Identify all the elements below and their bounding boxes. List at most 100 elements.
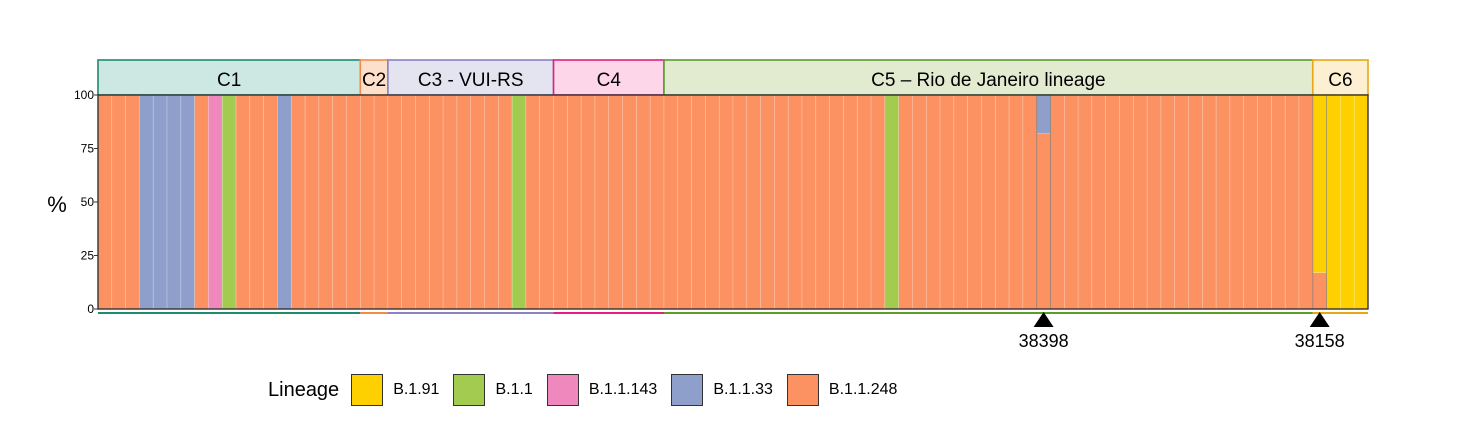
bar-segment	[180, 94, 195, 310]
bar-segment	[346, 94, 361, 310]
bar-segment	[677, 94, 692, 310]
bar-segment	[994, 94, 1010, 310]
cluster-label-0: C1	[217, 70, 241, 91]
bar-segment	[787, 94, 803, 310]
bar-segment	[705, 94, 720, 310]
legend-item: B.1.1	[453, 374, 533, 406]
bar-segment	[1091, 94, 1107, 310]
bar-segment	[1326, 94, 1341, 310]
marker-label: 38398	[1019, 331, 1069, 351]
y-axis-label: %	[47, 192, 67, 217]
legend-label: B.1.1.248	[828, 381, 898, 398]
bar-segment	[801, 94, 817, 310]
bar-segment	[981, 94, 996, 310]
cluster-label-3: C4	[597, 70, 622, 91]
cluster-box-0	[97, 59, 362, 96]
bar-segment	[1119, 94, 1134, 310]
bar-segment	[1036, 133, 1051, 310]
bar-segment	[359, 94, 375, 310]
bar-segment	[718, 94, 734, 310]
legend-item: B.1.1.143	[546, 374, 658, 406]
bar-segment	[884, 94, 899, 310]
bar-segment	[1298, 94, 1314, 310]
cluster-label-2: C3 - VUI-RS	[418, 70, 524, 91]
bar-segment	[1215, 94, 1231, 310]
cluster-box-4	[663, 59, 1314, 96]
bar-segment	[539, 94, 554, 310]
bar-segment	[1188, 94, 1203, 310]
legend-item: B.1.1.33	[671, 374, 773, 406]
bar-segment	[332, 94, 347, 310]
bar-segment	[290, 94, 306, 310]
y-tick-label: 75	[81, 142, 95, 156]
bar-segment	[953, 94, 968, 310]
cluster-label-5: C6	[1328, 70, 1352, 91]
bar-segment	[125, 94, 140, 310]
lineage-stacked-bar-chart: C1 C2 C3 - VUI-RS C4 C5 – Rio de Janeiro lin…	[47, 59, 1369, 351]
bar-segment	[1312, 272, 1327, 310]
sample-markers: 38398 38158	[1019, 312, 1345, 351]
bar-segment	[649, 94, 665, 310]
bar-area	[97, 94, 1369, 310]
bar-segment	[387, 94, 402, 310]
bar-segment	[249, 94, 264, 310]
bar-segment	[429, 94, 444, 310]
bar-segment	[1146, 94, 1162, 310]
bar-segment	[856, 94, 872, 310]
marker-label: 38158	[1295, 331, 1345, 351]
legend-label: B.1.1	[495, 381, 533, 398]
bar-segment	[898, 94, 913, 310]
bar-segment	[580, 94, 596, 310]
bar-segment	[401, 94, 416, 310]
bar-segment	[318, 94, 333, 310]
bar-segment	[815, 94, 830, 310]
y-axis: % 0 25 50 75 100	[47, 88, 98, 316]
bar-segment	[525, 94, 541, 310]
legend-swatch	[351, 374, 384, 406]
bar-segment	[732, 94, 748, 310]
bar-segment	[470, 94, 485, 310]
bar-segment	[484, 94, 499, 310]
bar-segment	[1036, 94, 1051, 134]
bar-segment	[1077, 94, 1093, 310]
bar-segment	[774, 94, 789, 310]
bar-segment	[608, 94, 623, 310]
bar-segment	[663, 94, 679, 310]
bar-segment	[1353, 94, 1369, 310]
bar-segment	[415, 94, 430, 310]
bar-segment	[139, 94, 154, 310]
bar-segment	[622, 94, 637, 310]
legend-swatch	[786, 374, 819, 406]
legend-label: B.1.1.143	[588, 381, 658, 398]
bar-segment	[1340, 94, 1355, 310]
bar-segment	[1064, 94, 1079, 310]
bar-segment	[166, 94, 182, 310]
bar-segment	[304, 94, 320, 310]
bar-segment	[553, 94, 568, 310]
bar-segment	[1008, 94, 1024, 310]
y-tick-label: 50	[81, 195, 95, 209]
bar-segment	[1284, 94, 1300, 310]
bar-segment	[152, 94, 168, 310]
bar-segment	[208, 94, 223, 310]
bar-segment	[870, 94, 886, 310]
legend-label: B.1.91	[393, 381, 440, 398]
bar-segment	[498, 94, 513, 310]
bar-segment	[567, 94, 582, 310]
y-tick-label: 100	[74, 88, 94, 102]
bar-segment	[263, 94, 278, 310]
marker-triangle-icon	[1033, 312, 1054, 327]
bar-segment	[925, 94, 941, 310]
bar-segment	[967, 94, 982, 310]
bar-segment	[97, 94, 113, 310]
bar-segment	[760, 94, 775, 310]
bar-segment	[912, 94, 927, 310]
cluster-label-1: C2	[362, 70, 386, 91]
bar-segment	[1174, 94, 1189, 310]
legend-swatch	[671, 374, 704, 406]
bar-segment	[1271, 94, 1286, 310]
cluster-box-5	[1311, 59, 1369, 96]
bar-segment	[939, 94, 955, 310]
bar-segment	[221, 94, 237, 310]
bar-segment	[456, 94, 472, 310]
